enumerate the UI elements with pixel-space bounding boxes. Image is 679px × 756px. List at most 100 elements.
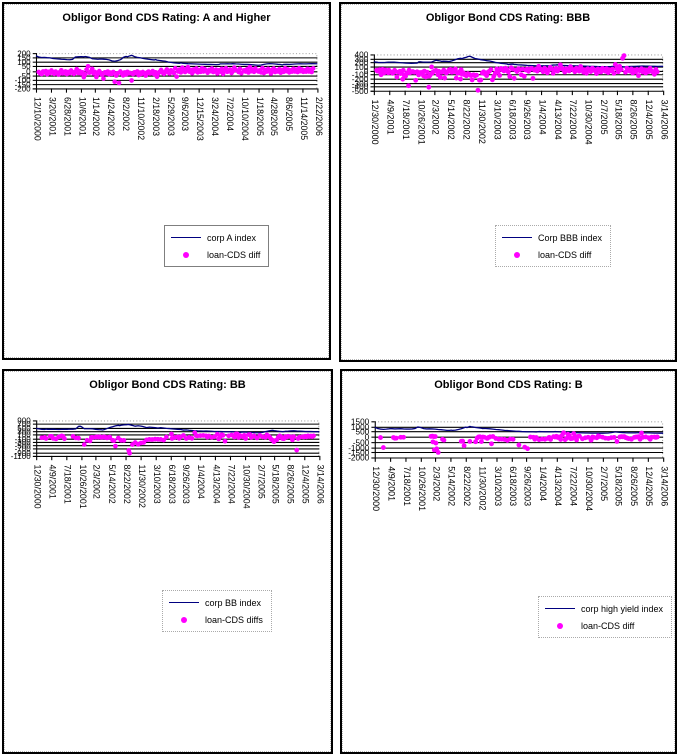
svg-text:4/9/2001: 4/9/2001 (386, 466, 396, 501)
svg-text:7/22/2004: 7/22/2004 (568, 466, 578, 506)
chart-panel-b: Obligor Bond CDS Rating: B 1500 1000 500 0-… (340, 369, 677, 754)
svg-text:12/30/2000: 12/30/2000 (371, 466, 381, 511)
svg-text:-400: -400 (352, 83, 369, 92)
svg-text:-200: -200 (15, 85, 32, 94)
legend-line-label: Corp BBB index (538, 232, 603, 243)
svg-text:3/24/2004: 3/24/2004 (210, 97, 220, 136)
svg-text:2/3/2002: 2/3/2002 (431, 466, 441, 501)
svg-text:8/26/2005: 8/26/2005 (629, 466, 639, 506)
svg-text:3/14/2006: 3/14/2006 (316, 465, 326, 504)
dot-swatch (171, 251, 201, 258)
svg-text:2/7/2005: 2/7/2005 (256, 465, 266, 499)
legend-line-entry: corp BB index (169, 594, 263, 611)
svg-text:2/7/2005: 2/7/2005 (599, 100, 609, 135)
svg-text:10/26/2001: 10/26/2001 (417, 466, 427, 511)
line-swatch (171, 237, 201, 238)
legend-scatter-entry: loan-CDS diff (171, 246, 260, 263)
svg-text:1/14/2002: 1/14/2002 (91, 97, 101, 136)
svg-text:7/22/2004: 7/22/2004 (226, 465, 236, 504)
svg-text:-300: -300 (352, 79, 369, 88)
svg-text:4/9/2001: 4/9/2001 (48, 465, 58, 499)
chart-title-bbb: Obligor Bond CDS Rating: BBB (425, 12, 591, 24)
svg-text:10/30/2004: 10/30/2004 (241, 465, 251, 509)
svg-text:3/14/2006: 3/14/2006 (659, 100, 669, 140)
svg-text:5/18/2005: 5/18/2005 (613, 99, 623, 139)
svg-text:8/22/2002: 8/22/2002 (461, 100, 471, 140)
svg-text:10/30/2004: 10/30/2004 (584, 466, 594, 511)
svg-text:5/29/2003: 5/29/2003 (166, 97, 176, 136)
svg-text:-100: -100 (352, 71, 369, 80)
legend-b: corp high yield index loan-CDS diff (538, 596, 673, 638)
svg-text:5/14/2002: 5/14/2002 (447, 466, 457, 506)
svg-text:10/30/2004: 10/30/2004 (584, 100, 594, 145)
svg-text:3/10/2003: 3/10/2003 (492, 100, 502, 140)
legend-scatter-entry: loan-CDS diff (545, 617, 663, 634)
svg-text:7/18/2001: 7/18/2001 (402, 466, 412, 506)
svg-text:6/18/2003: 6/18/2003 (167, 465, 177, 504)
svg-text:12/4/2005: 12/4/2005 (644, 100, 654, 140)
svg-text:500: 500 (17, 424, 31, 433)
svg-text:-200: -200 (352, 75, 369, 84)
svg-text:4/24/2002: 4/24/2002 (106, 97, 116, 136)
svg-text:11/30/2002: 11/30/2002 (477, 466, 487, 510)
svg-text:8/6/2005: 8/6/2005 (284, 97, 294, 131)
legend-bbb: Corp BBB index loan-CDS diff (495, 225, 612, 267)
svg-text:12/10/2000: 12/10/2000 (32, 97, 42, 141)
svg-text:3/14/2006: 3/14/2006 (659, 466, 669, 506)
svg-text:5/18/2005: 5/18/2005 (270, 465, 280, 504)
svg-text:150: 150 (17, 54, 31, 63)
svg-text:2/7/2005: 2/7/2005 (599, 466, 609, 501)
svg-text:100: 100 (355, 63, 369, 72)
svg-text:5/14/2002: 5/14/2002 (107, 465, 117, 504)
svg-text:6/18/2003: 6/18/2003 (508, 100, 518, 140)
svg-text:300: 300 (17, 427, 31, 436)
chart-title-b: Obligor Bond CDS Rating: B (434, 379, 583, 391)
svg-text:0: 0 (365, 433, 370, 442)
svg-text:-500: -500 (352, 87, 369, 96)
svg-text:3/20/2001: 3/20/2001 (47, 97, 57, 136)
svg-text:9/26/2003: 9/26/2003 (522, 466, 532, 506)
svg-text:3/10/2003: 3/10/2003 (493, 466, 503, 506)
legend-bb: corp BB index loan-CDS diffs (162, 590, 272, 632)
svg-text:-50: -50 (19, 72, 31, 81)
svg-text:12/4/2005: 12/4/2005 (644, 466, 654, 506)
svg-text:-1500: -1500 (348, 448, 369, 457)
svg-text:4/28/2005: 4/28/2005 (269, 97, 279, 136)
svg-text:11/14/2005: 11/14/2005 (299, 97, 309, 140)
svg-text:1/4/2004: 1/4/2004 (537, 100, 547, 135)
svg-text:1/4/2004: 1/4/2004 (196, 465, 206, 499)
svg-text:12/4/2005: 12/4/2005 (301, 465, 311, 504)
svg-text:2/3/2002: 2/3/2002 (92, 465, 102, 499)
svg-text:12/30/2000: 12/30/2000 (370, 100, 380, 145)
svg-text:-1000: -1000 (348, 444, 369, 453)
svg-text:9/6/2003: 9/6/2003 (180, 97, 190, 131)
svg-text:1500: 1500 (351, 418, 370, 427)
line-swatch (169, 602, 199, 603)
svg-text:-1100: -1100 (11, 452, 32, 461)
svg-text:200: 200 (355, 58, 369, 67)
plot-area-bb: 900700500300100-100-300-500-700-900-1100… (11, 417, 326, 509)
svg-text:3/10/2003: 3/10/2003 (152, 465, 162, 504)
svg-text:-100: -100 (15, 435, 32, 444)
plot-area-b: 150010005000-500-1000-1500-200012/30/200… (348, 418, 669, 512)
svg-text:2/18/2003: 2/18/2003 (151, 97, 161, 136)
svg-text:1000: 1000 (351, 423, 370, 432)
svg-text:5/14/2002: 5/14/2002 (446, 100, 456, 140)
svg-text:-300: -300 (15, 438, 32, 447)
dot-swatch (169, 616, 199, 623)
svg-text:100: 100 (17, 431, 31, 440)
svg-text:8/26/2005: 8/26/2005 (286, 465, 296, 504)
svg-text:2/22/2006: 2/22/2006 (314, 97, 324, 136)
svg-text:12/15/2003: 12/15/2003 (195, 97, 205, 141)
legend-scatter-label: loan-CDS diff (207, 249, 261, 260)
svg-text:-500: -500 (15, 441, 32, 450)
svg-text:7/2/2004: 7/2/2004 (225, 97, 235, 131)
svg-text:10/26/2001: 10/26/2001 (78, 465, 88, 509)
legend-scatter-entry: loan-CDS diff (502, 246, 602, 263)
svg-text:400: 400 (355, 51, 369, 60)
svg-text:11/10/2002: 11/10/2002 (136, 97, 146, 140)
svg-text:12/30/2000: 12/30/2000 (33, 465, 43, 509)
chart-title-bb: Obligor Bond CDS Rating: BB (89, 379, 246, 391)
svg-text:0: 0 (26, 67, 31, 76)
svg-text:9/26/2003: 9/26/2003 (522, 99, 532, 139)
